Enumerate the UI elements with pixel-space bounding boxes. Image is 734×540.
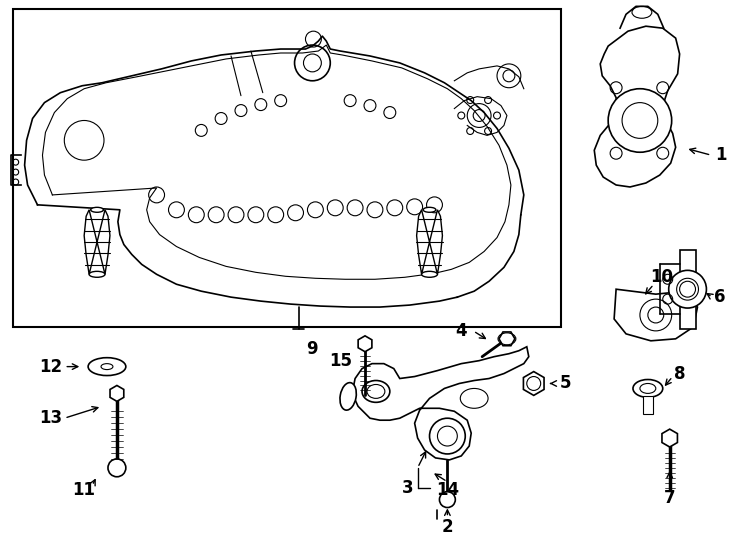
Circle shape (622, 103, 658, 138)
Text: 7: 7 (664, 489, 675, 507)
Text: 4: 4 (456, 322, 467, 340)
Ellipse shape (340, 383, 356, 410)
Polygon shape (662, 429, 677, 447)
Polygon shape (499, 332, 515, 346)
Circle shape (608, 89, 672, 152)
Ellipse shape (677, 278, 699, 300)
Text: 14: 14 (436, 481, 459, 498)
Circle shape (108, 459, 126, 477)
Circle shape (680, 281, 696, 297)
Ellipse shape (101, 363, 113, 369)
Ellipse shape (633, 380, 663, 397)
Ellipse shape (640, 383, 655, 394)
Bar (680, 249, 696, 329)
Ellipse shape (362, 381, 390, 402)
Text: 10: 10 (650, 268, 673, 286)
Polygon shape (358, 336, 372, 352)
Text: 9: 9 (307, 340, 319, 357)
Bar (12, 9, 561, 327)
Polygon shape (614, 289, 697, 341)
Ellipse shape (367, 384, 385, 399)
Ellipse shape (669, 271, 706, 308)
Text: 6: 6 (713, 288, 725, 306)
Text: 2: 2 (442, 518, 453, 536)
Ellipse shape (91, 207, 103, 212)
Text: 5: 5 (560, 374, 571, 393)
Text: 13: 13 (39, 409, 62, 427)
Text: 3: 3 (402, 478, 413, 497)
Text: 12: 12 (39, 357, 62, 376)
Polygon shape (110, 386, 124, 401)
Ellipse shape (421, 271, 437, 277)
Ellipse shape (88, 357, 126, 375)
Polygon shape (523, 372, 544, 395)
Polygon shape (352, 347, 528, 460)
Text: 1: 1 (716, 146, 727, 164)
Polygon shape (417, 210, 443, 274)
Bar (643, 396, 653, 414)
Ellipse shape (424, 207, 436, 212)
Text: 15: 15 (329, 352, 352, 370)
Ellipse shape (460, 388, 488, 408)
Ellipse shape (89, 271, 105, 277)
Circle shape (440, 491, 455, 508)
Polygon shape (595, 26, 680, 187)
Text: 11: 11 (73, 481, 95, 498)
Text: 8: 8 (674, 364, 686, 382)
Polygon shape (84, 210, 110, 274)
